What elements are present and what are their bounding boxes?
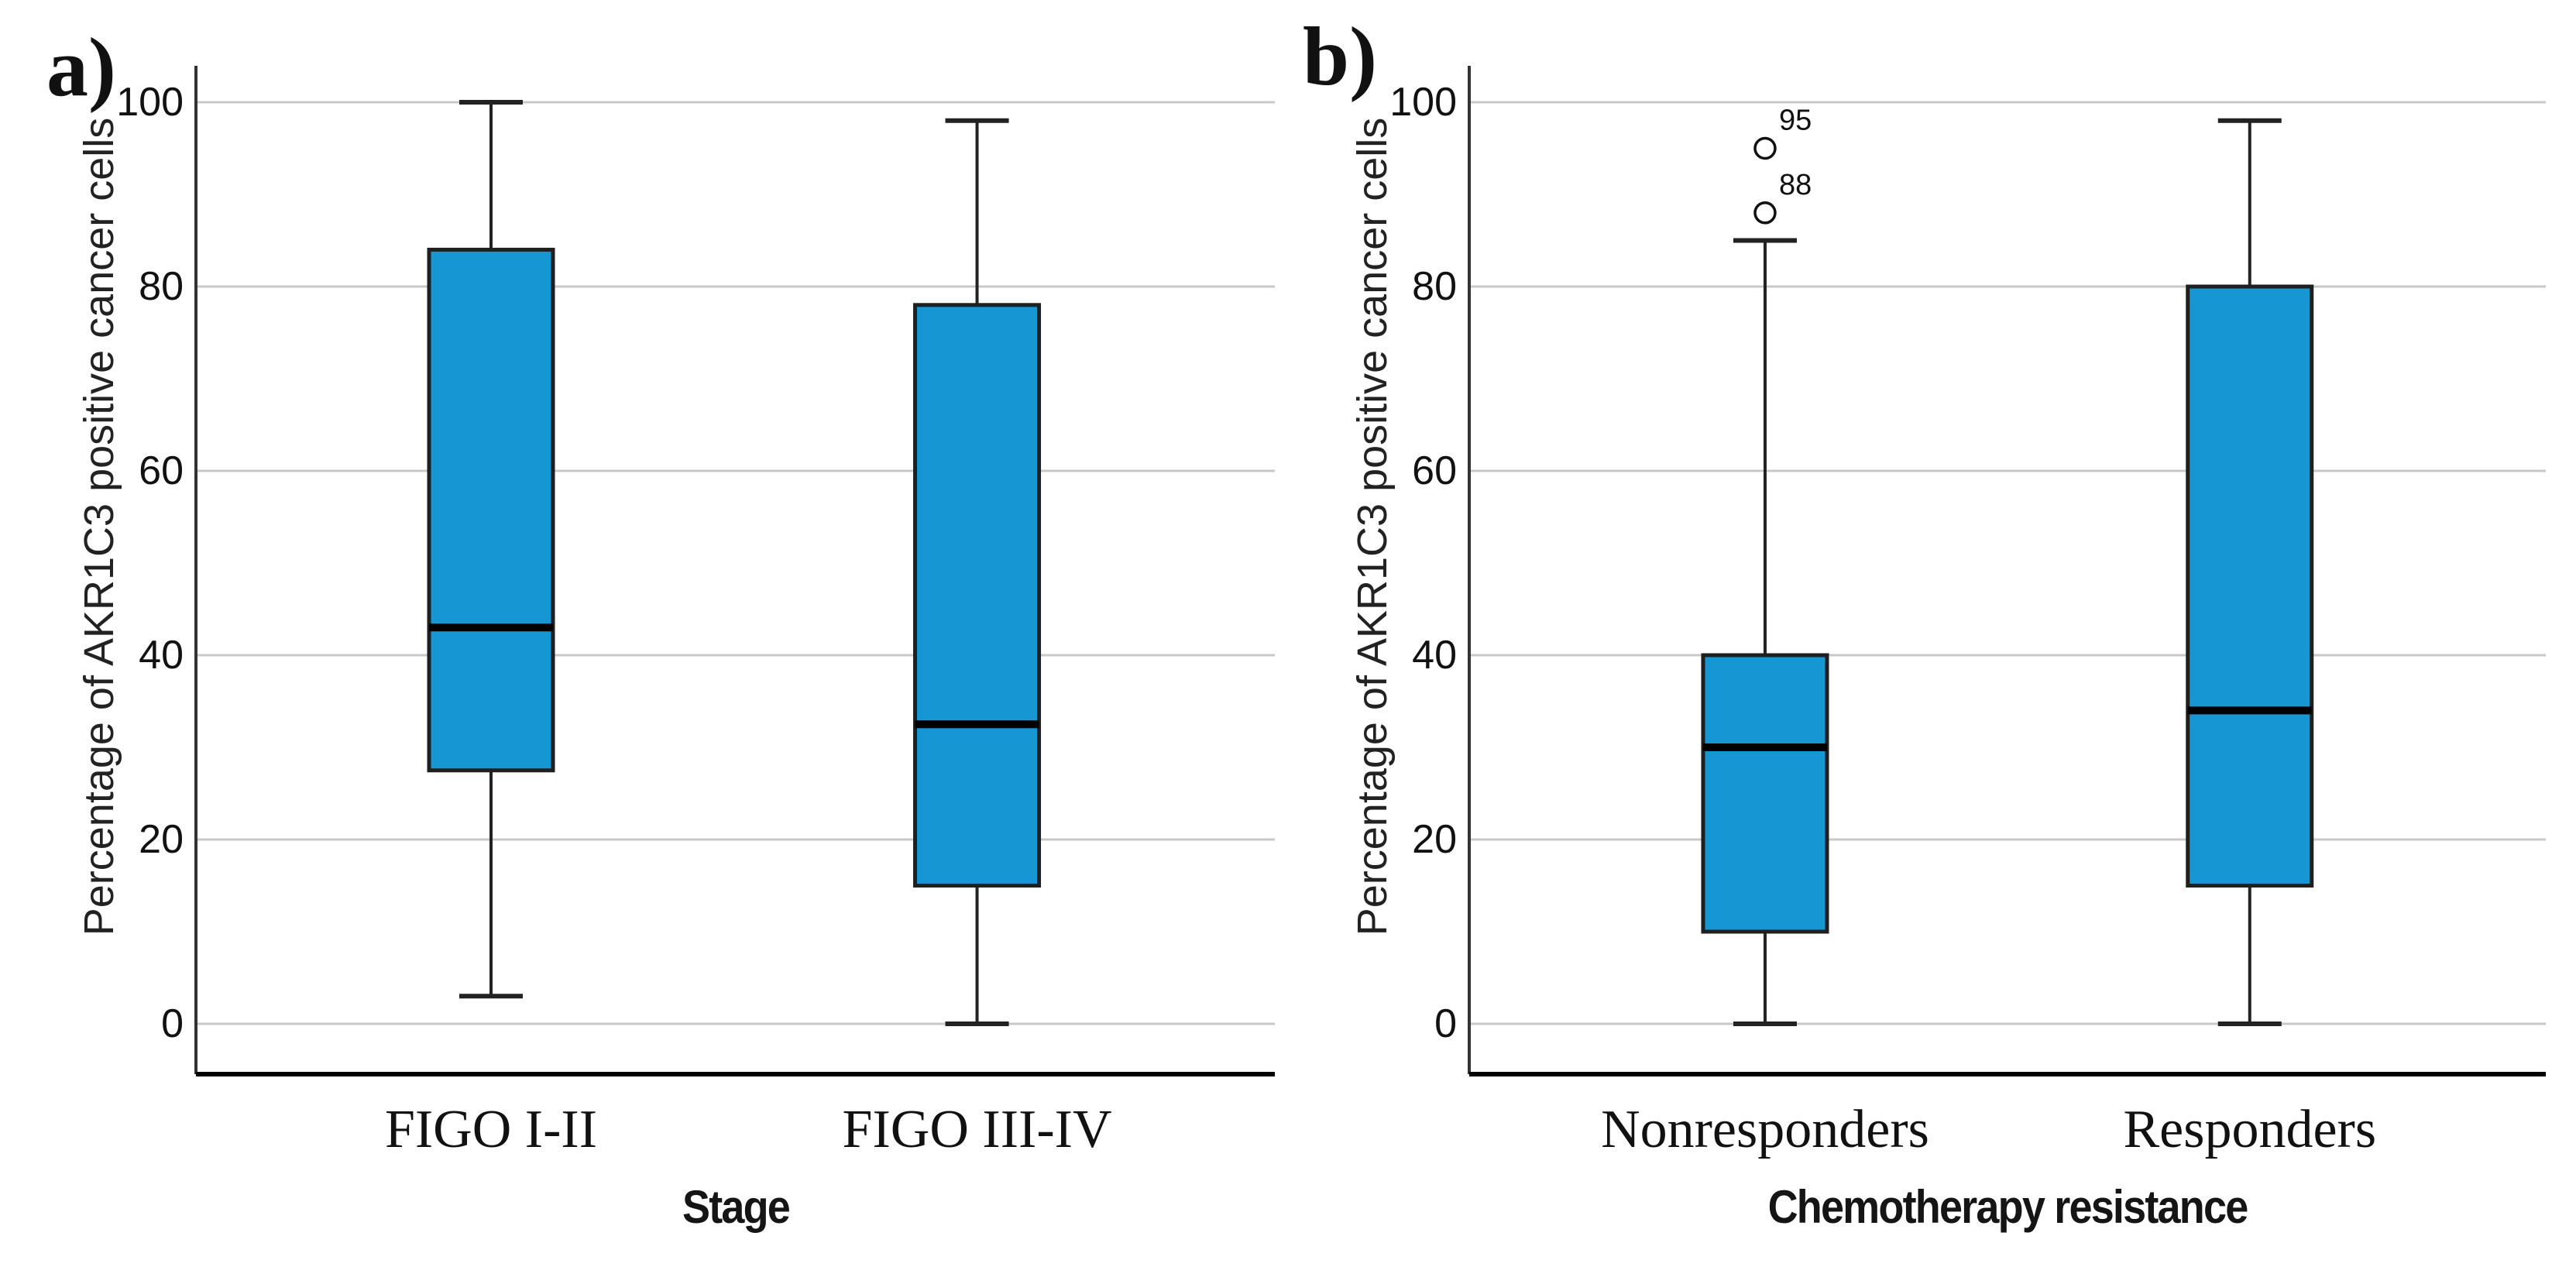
panel-a-y-axis-title: Percentage of AKR1C3 positive cancer cel… bbox=[76, 117, 122, 936]
category-label-figo-iii-iv: FIGO III-IV bbox=[842, 1100, 1112, 1159]
panel-a-x-axis-title: Stage bbox=[682, 1181, 791, 1233]
category-label-responders: Responders bbox=[2123, 1100, 2377, 1159]
y-tick-label-60: 60 bbox=[1412, 448, 1457, 493]
y-tick-label-100: 100 bbox=[116, 80, 184, 125]
panel-b-letter: b) bbox=[1303, 11, 1378, 103]
box-FIGO III-IV bbox=[913, 303, 1042, 888]
category-label-nonresponders: Nonresponders bbox=[1601, 1100, 1929, 1159]
y-tick-label-60: 60 bbox=[139, 448, 184, 493]
y-tick-label-0: 0 bbox=[161, 1001, 184, 1046]
y-tick-label-80: 80 bbox=[139, 264, 184, 309]
y-tick-label-20: 20 bbox=[1412, 817, 1457, 862]
y-tick-label-100: 100 bbox=[1389, 80, 1457, 125]
outlier-label: 95 bbox=[1779, 105, 1812, 137]
category-label-figo-i-ii: FIGO I-II bbox=[384, 1100, 598, 1159]
outlier-point bbox=[1753, 201, 1777, 225]
outlier-label: 88 bbox=[1779, 169, 1812, 201]
y-tick-label-40: 40 bbox=[139, 633, 184, 678]
y-tick-label-80: 80 bbox=[1412, 264, 1457, 309]
y-tick-label-20: 20 bbox=[139, 817, 184, 862]
y-tick-label-0: 0 bbox=[1434, 1001, 1457, 1046]
y-tick-label-40: 40 bbox=[1412, 633, 1457, 678]
box-FIGO I-II bbox=[427, 247, 555, 773]
panel-a-letter: a) bbox=[46, 22, 116, 114]
panel-b-x-axis-title: Chemotherapy resistance bbox=[1767, 1181, 2249, 1233]
box-Nonresponders bbox=[1701, 653, 1829, 934]
panel-b-y-axis-title: Percentage of AKR1C3 positive cancer cel… bbox=[1349, 117, 1396, 936]
outlier-point bbox=[1753, 136, 1777, 160]
box-Responders bbox=[2186, 284, 2314, 888]
